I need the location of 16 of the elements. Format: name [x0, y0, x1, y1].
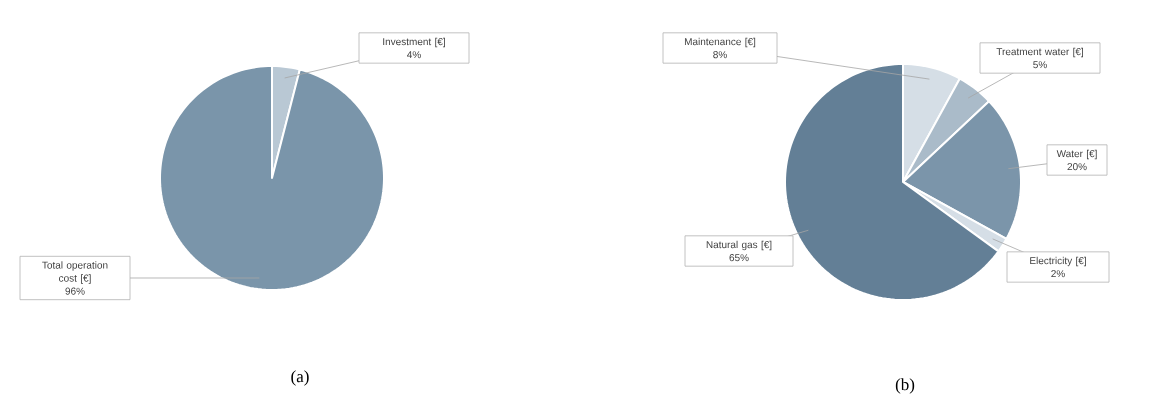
slice-label: Total operation cost [€]	[42, 261, 108, 284]
slice-label: Maintenance [€]	[684, 37, 756, 48]
slice-label: Electricity [€]	[1030, 256, 1086, 267]
slice-label: Water [€]	[1056, 149, 1097, 160]
data-label: 4%	[407, 51, 421, 59]
slice-label: Natural gas [€]	[706, 240, 772, 251]
data-label: 2%	[1051, 270, 1065, 278]
text: (a)	[291, 370, 309, 386]
slice-label: Investment [€]	[383, 37, 445, 48]
data-label: 96%	[65, 287, 85, 295]
data-label: 20%	[1067, 163, 1087, 171]
text: (b)	[895, 378, 915, 394]
data-label: 65%	[729, 254, 749, 262]
data-label: 5%	[1033, 61, 1047, 69]
slice-label: Treatment water [€]	[996, 47, 1083, 58]
data-label: 8%	[713, 51, 727, 59]
